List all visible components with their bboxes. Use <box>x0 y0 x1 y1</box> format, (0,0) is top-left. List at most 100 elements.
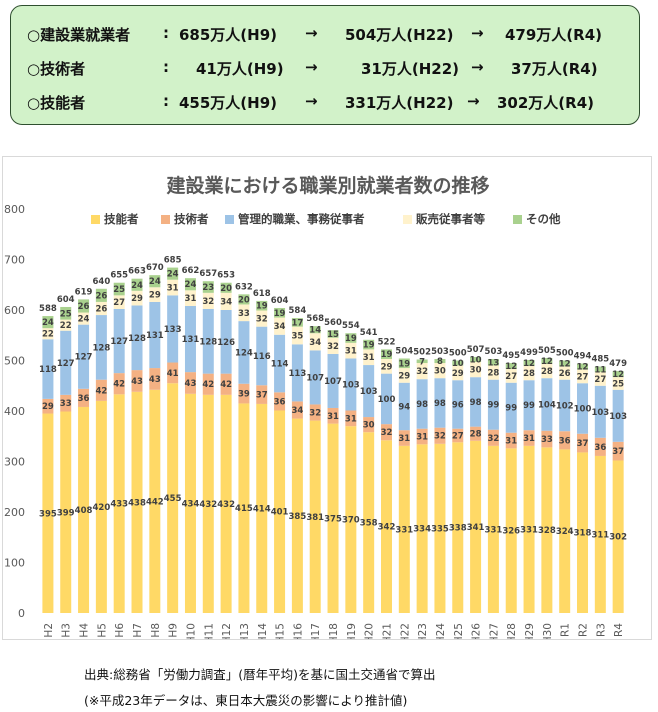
data-label: 12 <box>541 357 553 367</box>
data-label: 99 <box>505 404 517 414</box>
data-label: 131 <box>182 335 200 345</box>
legend-label: 販売従事者等 <box>416 212 485 226</box>
bar-segment <box>541 364 553 379</box>
data-label: 98 <box>416 400 428 410</box>
bar-segment <box>594 455 606 613</box>
y-tick-label: 100 <box>4 557 25 570</box>
data-label: 24 <box>185 280 197 290</box>
total-label: 503 <box>485 347 503 357</box>
data-label: 36 <box>559 436 571 446</box>
bar-segment <box>594 385 606 438</box>
bar-segment <box>60 306 72 320</box>
total-label: 504 <box>395 346 413 356</box>
bar-segment <box>327 423 339 613</box>
x-tick-label: H27 <box>488 623 500 639</box>
data-label: 103 <box>360 387 378 397</box>
data-label: 127 <box>57 359 75 369</box>
legend-swatch <box>225 215 234 224</box>
bar-segment <box>470 440 482 613</box>
bar-segment <box>452 380 464 429</box>
data-label: 14 <box>309 326 321 336</box>
bar-segment <box>434 378 446 428</box>
bar-segment <box>523 445 535 613</box>
data-label: 32 <box>381 428 393 438</box>
total-label: 618 <box>253 289 271 299</box>
bar-segment <box>149 275 161 288</box>
bar-segment <box>452 360 464 366</box>
bar-segment <box>523 366 535 381</box>
bar-segment <box>452 442 464 613</box>
summary-arrow: → <box>471 24 484 42</box>
bar-segment <box>149 389 161 613</box>
data-label: 43 <box>131 377 143 387</box>
bar-segment <box>505 363 517 370</box>
x-tick-label: H3 <box>61 623 73 638</box>
bar-segment <box>238 383 250 404</box>
summary-value-r4: 37万人(R4) <box>511 60 598 78</box>
legend-swatch <box>161 215 170 224</box>
bar-segment <box>505 432 517 449</box>
bar-segment <box>113 295 125 309</box>
total-label: 495 <box>502 351 520 361</box>
bar-segment <box>256 403 268 613</box>
bar-segment <box>95 301 107 316</box>
bar-segment <box>78 324 90 389</box>
data-label: 335 <box>431 524 449 534</box>
x-tick-label: H10 <box>185 623 197 639</box>
data-label: 19 <box>381 350 393 360</box>
bar-segment <box>309 326 321 334</box>
bar-segment <box>487 445 499 613</box>
data-label: 98 <box>470 398 482 408</box>
total-label: 640 <box>92 277 110 287</box>
y-tick-label: 300 <box>4 456 25 469</box>
bar-segment <box>327 353 339 408</box>
data-label: 131 <box>146 331 164 341</box>
data-label: 103 <box>591 408 609 418</box>
data-label: 32 <box>309 409 321 419</box>
data-label: 22 <box>60 321 72 331</box>
bar-segment <box>202 373 214 395</box>
data-label: 15 <box>327 330 339 340</box>
bar-segment <box>184 305 196 373</box>
bar-segment <box>220 310 232 374</box>
total-label: 485 <box>591 355 609 365</box>
data-label: 331 <box>520 525 538 535</box>
x-tick-label: H28 <box>506 623 518 639</box>
data-label: 338 <box>449 524 467 534</box>
bar-segment <box>78 406 90 613</box>
data-label: 455 <box>164 494 182 504</box>
x-tick-label: H4 <box>79 623 91 638</box>
x-tick-label: R4 <box>613 623 625 637</box>
x-tick-label: H17 <box>310 623 322 639</box>
bar-segment <box>612 377 624 390</box>
x-tick-label: H23 <box>417 623 429 639</box>
data-label: 29 <box>131 294 143 304</box>
data-label: 17 <box>291 318 303 328</box>
data-label: 94 <box>398 402 410 412</box>
data-label: 25 <box>60 309 72 319</box>
data-label: 32 <box>327 342 339 352</box>
bar-segment <box>291 418 303 613</box>
data-label: 20 <box>238 295 250 305</box>
bar-segment <box>95 288 107 302</box>
data-label: 103 <box>609 412 627 422</box>
x-tick-label: H11 <box>203 623 215 639</box>
bar-segment <box>256 300 268 311</box>
bar-segment <box>220 373 232 395</box>
total-label: 503 <box>431 347 449 357</box>
data-label: 28 <box>470 430 482 440</box>
bar-segment <box>327 407 339 424</box>
bar-segment <box>416 428 428 445</box>
bar-segment <box>274 334 286 393</box>
bar-segment <box>202 308 214 374</box>
bar-segment <box>113 308 125 374</box>
x-tick-label: R1 <box>560 623 572 637</box>
bar-segment <box>612 441 624 461</box>
summary-colon: : <box>163 92 169 110</box>
data-label: 401 <box>271 508 289 518</box>
data-label: 99 <box>523 401 535 411</box>
bar-segment <box>363 365 375 418</box>
x-tick-label: H7 <box>132 623 144 638</box>
data-label: 341 <box>467 523 485 533</box>
bar-segment <box>42 328 54 340</box>
